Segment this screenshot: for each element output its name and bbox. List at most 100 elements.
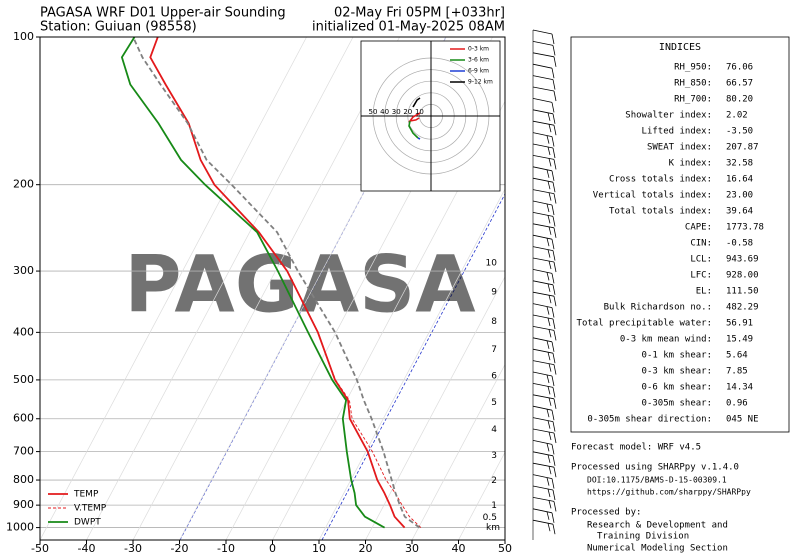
barb-feather xyxy=(547,454,551,463)
footer-text: Processed using SHARPpy v.1.4.0 xyxy=(571,463,739,473)
y-tick-label: 700 xyxy=(13,445,34,458)
chart-title: PAGASA WRF D01 Upper-air Sounding xyxy=(40,6,286,21)
barb-feather xyxy=(546,409,550,418)
barb xyxy=(532,348,554,354)
x-tick-label: 40 xyxy=(452,542,466,555)
wind-barbs xyxy=(532,29,557,540)
index-label: RH_850: xyxy=(674,79,712,89)
barb xyxy=(532,405,553,411)
isotherm-grid-line xyxy=(365,276,505,540)
index-label: 0-305m shear: xyxy=(642,399,712,409)
barb xyxy=(532,462,555,468)
barb-feather xyxy=(551,273,555,284)
index-label: RH_700: xyxy=(674,95,712,105)
height-label: 0.5 xyxy=(483,513,497,523)
isotherm-grid-line xyxy=(458,451,505,540)
index-label: 0-6 km shear: xyxy=(642,383,712,393)
barb xyxy=(532,451,554,457)
y-tick-label: 500 xyxy=(13,373,34,386)
height-label: 9 xyxy=(491,288,497,298)
barb-feather xyxy=(553,432,557,444)
barb-feather xyxy=(548,466,552,475)
profile-line xyxy=(149,37,406,529)
index-label: CAPE: xyxy=(685,223,712,233)
index-value: 56.91 xyxy=(726,319,753,329)
barb-feather xyxy=(547,523,551,532)
barb-feather xyxy=(551,410,555,421)
index-value: 207.87 xyxy=(726,143,759,153)
barb xyxy=(532,212,554,217)
barb-feather xyxy=(547,181,551,190)
index-value: 23.00 xyxy=(726,191,753,201)
barb xyxy=(532,155,555,160)
profile-line xyxy=(132,37,421,529)
index-label: 0-3 km shear: xyxy=(642,367,712,377)
barb-feather xyxy=(552,387,556,398)
footer-text: Forecast model: WRF v4.5 xyxy=(571,443,701,453)
y-tick-label: 100 xyxy=(13,30,34,43)
isotherm-grid-line xyxy=(40,37,307,540)
hodograph-ring-label: 40 xyxy=(380,108,389,116)
index-label: 0-305m shear direction: xyxy=(587,415,712,425)
barb xyxy=(532,29,553,35)
y-tick-label: 400 xyxy=(13,325,34,338)
index-label: Total precipitable water: xyxy=(577,319,712,329)
barb-feather xyxy=(548,226,552,235)
barb xyxy=(532,63,553,69)
index-label: Total totals index: xyxy=(609,207,712,217)
index-value: 928.00 xyxy=(726,271,759,281)
barb-feather xyxy=(552,353,556,364)
barb xyxy=(532,98,553,103)
index-value: 482.29 xyxy=(726,303,759,313)
barb-feather xyxy=(552,489,556,501)
barb xyxy=(532,166,553,172)
x-tick-label: -10 xyxy=(217,542,235,555)
hodograph-trace xyxy=(417,137,421,140)
index-value: 5.64 xyxy=(726,351,748,361)
x-tick-label: 10 xyxy=(312,542,326,555)
barb xyxy=(532,269,553,274)
barb xyxy=(532,337,553,343)
index-value: 66.57 xyxy=(726,79,753,89)
barb-feather xyxy=(553,364,557,375)
barb-feather xyxy=(552,421,556,432)
height-label: 1 xyxy=(491,501,497,511)
height-unit: km xyxy=(486,523,500,533)
barb xyxy=(532,326,555,331)
barb-feather xyxy=(546,374,550,384)
height-label: 6 xyxy=(491,372,497,382)
barb-feather xyxy=(551,478,555,489)
barb-feather xyxy=(552,113,556,124)
barb-feather xyxy=(546,135,550,144)
barb-feather xyxy=(546,477,550,486)
y-tick-label: 600 xyxy=(13,412,34,425)
index-value: 80.20 xyxy=(726,95,753,105)
barb-feather xyxy=(553,90,557,102)
height-label: 8 xyxy=(491,317,497,327)
height-label: 4 xyxy=(491,425,497,435)
indices-panel xyxy=(570,36,790,433)
footer-text: Training Division xyxy=(597,532,689,542)
barb xyxy=(532,109,554,115)
index-value: 0.96 xyxy=(726,399,748,409)
barb-feather xyxy=(548,500,552,509)
barb-feather xyxy=(551,375,555,387)
barb-feather xyxy=(546,443,550,452)
x-tick-label: 50 xyxy=(498,542,512,555)
barb-feather xyxy=(553,193,557,204)
index-value: 32.58 xyxy=(726,159,753,169)
barb-feather xyxy=(553,501,557,512)
barb xyxy=(532,485,554,491)
barb xyxy=(532,383,554,388)
barb-feather xyxy=(548,295,552,304)
barb-feather xyxy=(551,239,555,250)
index-label: CIN: xyxy=(690,239,712,249)
y-tick-label: 200 xyxy=(13,178,34,191)
barb-feather xyxy=(551,341,555,352)
barb-feather xyxy=(553,296,557,307)
index-label: Cross totals index: xyxy=(609,175,712,185)
isotherm-grid-line xyxy=(411,363,505,540)
barb-feather xyxy=(553,398,557,409)
barb-feather xyxy=(548,192,552,201)
